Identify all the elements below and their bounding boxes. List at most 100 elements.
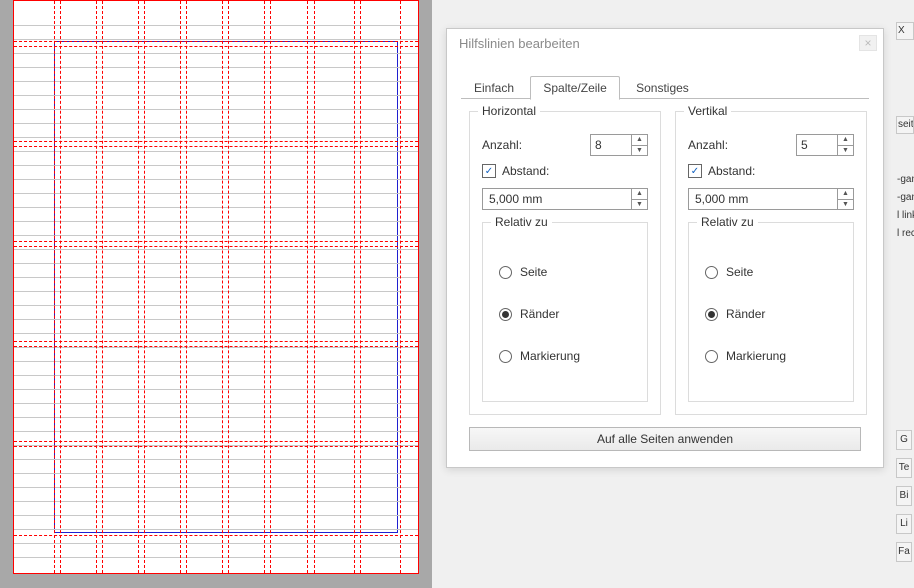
guide-horizontal [14, 246, 418, 247]
baseline [14, 403, 418, 404]
panel-item[interactable]: seite [896, 116, 914, 134]
spinner-down-icon[interactable]: ▼ [632, 200, 647, 210]
page-preview [0, 0, 432, 588]
panel-tab[interactable]: G [896, 430, 912, 450]
spinner-down-icon[interactable]: ▼ [631, 146, 647, 156]
guide-vertical [180, 1, 181, 573]
close-button[interactable]: × [859, 35, 877, 51]
baseline [14, 53, 418, 54]
guide-horizontal [14, 341, 418, 342]
baseline [14, 319, 418, 320]
baseline [14, 529, 418, 530]
v-radio-markierung[interactable]: Markierung [705, 349, 786, 363]
baseline [14, 193, 418, 194]
group-horizontal: Horizontal Anzahl: ▲▼ ✓ Abstand: 5,000 m… [469, 111, 661, 415]
guide-vertical [400, 1, 401, 573]
guide-vertical [307, 1, 308, 573]
guide-vertical [354, 1, 355, 573]
v-radio-raender[interactable]: Ränder [705, 307, 765, 321]
h-radio-raender-label: Ränder [520, 307, 559, 321]
v-anzahl-input[interactable] [797, 135, 837, 155]
guide-vertical [360, 1, 361, 573]
baseline [14, 67, 418, 68]
group-vertikal-label: Vertikal [684, 104, 731, 118]
panel-item: l links [896, 208, 914, 224]
baseline [14, 361, 418, 362]
spinner-down-icon[interactable]: ▼ [838, 200, 853, 210]
baseline [14, 165, 418, 166]
v-radio-seite[interactable]: Seite [705, 265, 753, 279]
spinner-up-icon[interactable]: ▲ [837, 135, 853, 146]
h-abstand-dropdown[interactable]: 5,000 mm ▲▼ [482, 188, 648, 210]
baseline [14, 249, 418, 250]
dialog-title: Hilfslinien bearbeiten [447, 29, 883, 57]
panel-close-x[interactable]: X [896, 22, 914, 40]
baseline [14, 389, 418, 390]
guide-horizontal [14, 146, 418, 147]
panel-item: -ganzs [896, 172, 914, 188]
panel-tab[interactable]: Bi [896, 486, 912, 506]
radio-icon [499, 266, 512, 279]
guide-horizontal [14, 446, 418, 447]
v-abstand-dropdown[interactable]: 5,000 mm ▲▼ [688, 188, 854, 210]
baseline [14, 557, 418, 558]
h-abstand-checkbox[interactable]: ✓ [482, 164, 496, 178]
baseline [14, 25, 418, 26]
h-relativ-label: Relativ zu [491, 215, 552, 229]
spinner-up-icon[interactable]: ▲ [838, 189, 853, 200]
h-anzahl-label: Anzahl: [482, 138, 590, 152]
radio-icon [705, 266, 718, 279]
baseline [14, 179, 418, 180]
spinner-down-icon[interactable]: ▼ [837, 146, 853, 156]
guide-vertical [222, 1, 223, 573]
v-radio-seite-label: Seite [726, 265, 753, 279]
v-abstand-checkbox[interactable]: ✓ [688, 164, 702, 178]
guide-vertical [314, 1, 315, 573]
h-radio-raender[interactable]: Ränder [499, 307, 559, 321]
baseline [14, 375, 418, 376]
panel-item: l recht [896, 226, 914, 242]
spinner-up-icon[interactable]: ▲ [631, 135, 647, 146]
page [13, 0, 419, 574]
baseline [14, 151, 418, 152]
v-relativ-label: Relativ zu [697, 215, 758, 229]
h-anzahl-spinner[interactable]: ▲▼ [590, 134, 648, 156]
guide-vertical [264, 1, 265, 573]
spinner-up-icon[interactable]: ▲ [632, 189, 647, 200]
baseline [14, 207, 418, 208]
baseline [14, 333, 418, 334]
v-anzahl-label: Anzahl: [688, 138, 796, 152]
guide-horizontal [14, 141, 418, 142]
guide-vertical [96, 1, 97, 573]
tab-sonstiges[interactable]: Sonstiges [623, 76, 702, 100]
guide-vertical [138, 1, 139, 573]
radio-icon [705, 350, 718, 363]
guide-horizontal [14, 241, 418, 242]
h-abstand-label: Abstand: [502, 164, 648, 178]
guide-horizontal [14, 535, 418, 536]
v-anzahl-spinner[interactable]: ▲▼ [796, 134, 854, 156]
panel-tab[interactable]: Fa [896, 542, 912, 562]
panel-item: -ganzs [896, 190, 914, 206]
baseline [14, 81, 418, 82]
apply-all-button[interactable]: Auf alle Seiten anwenden [469, 427, 861, 451]
panel-tab[interactable]: Te [896, 458, 912, 478]
guide-vertical [228, 1, 229, 573]
tab-einfach[interactable]: Einfach [461, 76, 527, 100]
baseline [14, 95, 418, 96]
v-relativ-group: Relativ zu Seite Ränder Markierung [688, 222, 854, 402]
h-anzahl-input[interactable] [591, 135, 631, 155]
tab-spalte-zeile[interactable]: Spalte/Zeile [530, 76, 619, 100]
v-abstand-value: 5,000 mm [689, 192, 837, 206]
h-radio-markierung[interactable]: Markierung [499, 349, 580, 363]
baseline [14, 305, 418, 306]
group-horizontal-label: Horizontal [478, 104, 540, 118]
side-panels: X seite -ganzs -ganzs l links l recht G … [896, 22, 914, 582]
group-vertikal: Vertikal Anzahl: ▲▼ ✓ Abstand: 5,000 mm … [675, 111, 867, 415]
guide-horizontal [14, 46, 418, 47]
guide-vertical [270, 1, 271, 573]
h-radio-seite[interactable]: Seite [499, 265, 547, 279]
baseline [14, 263, 418, 264]
panel-tab[interactable]: Li [896, 514, 912, 534]
baseline [14, 459, 418, 460]
